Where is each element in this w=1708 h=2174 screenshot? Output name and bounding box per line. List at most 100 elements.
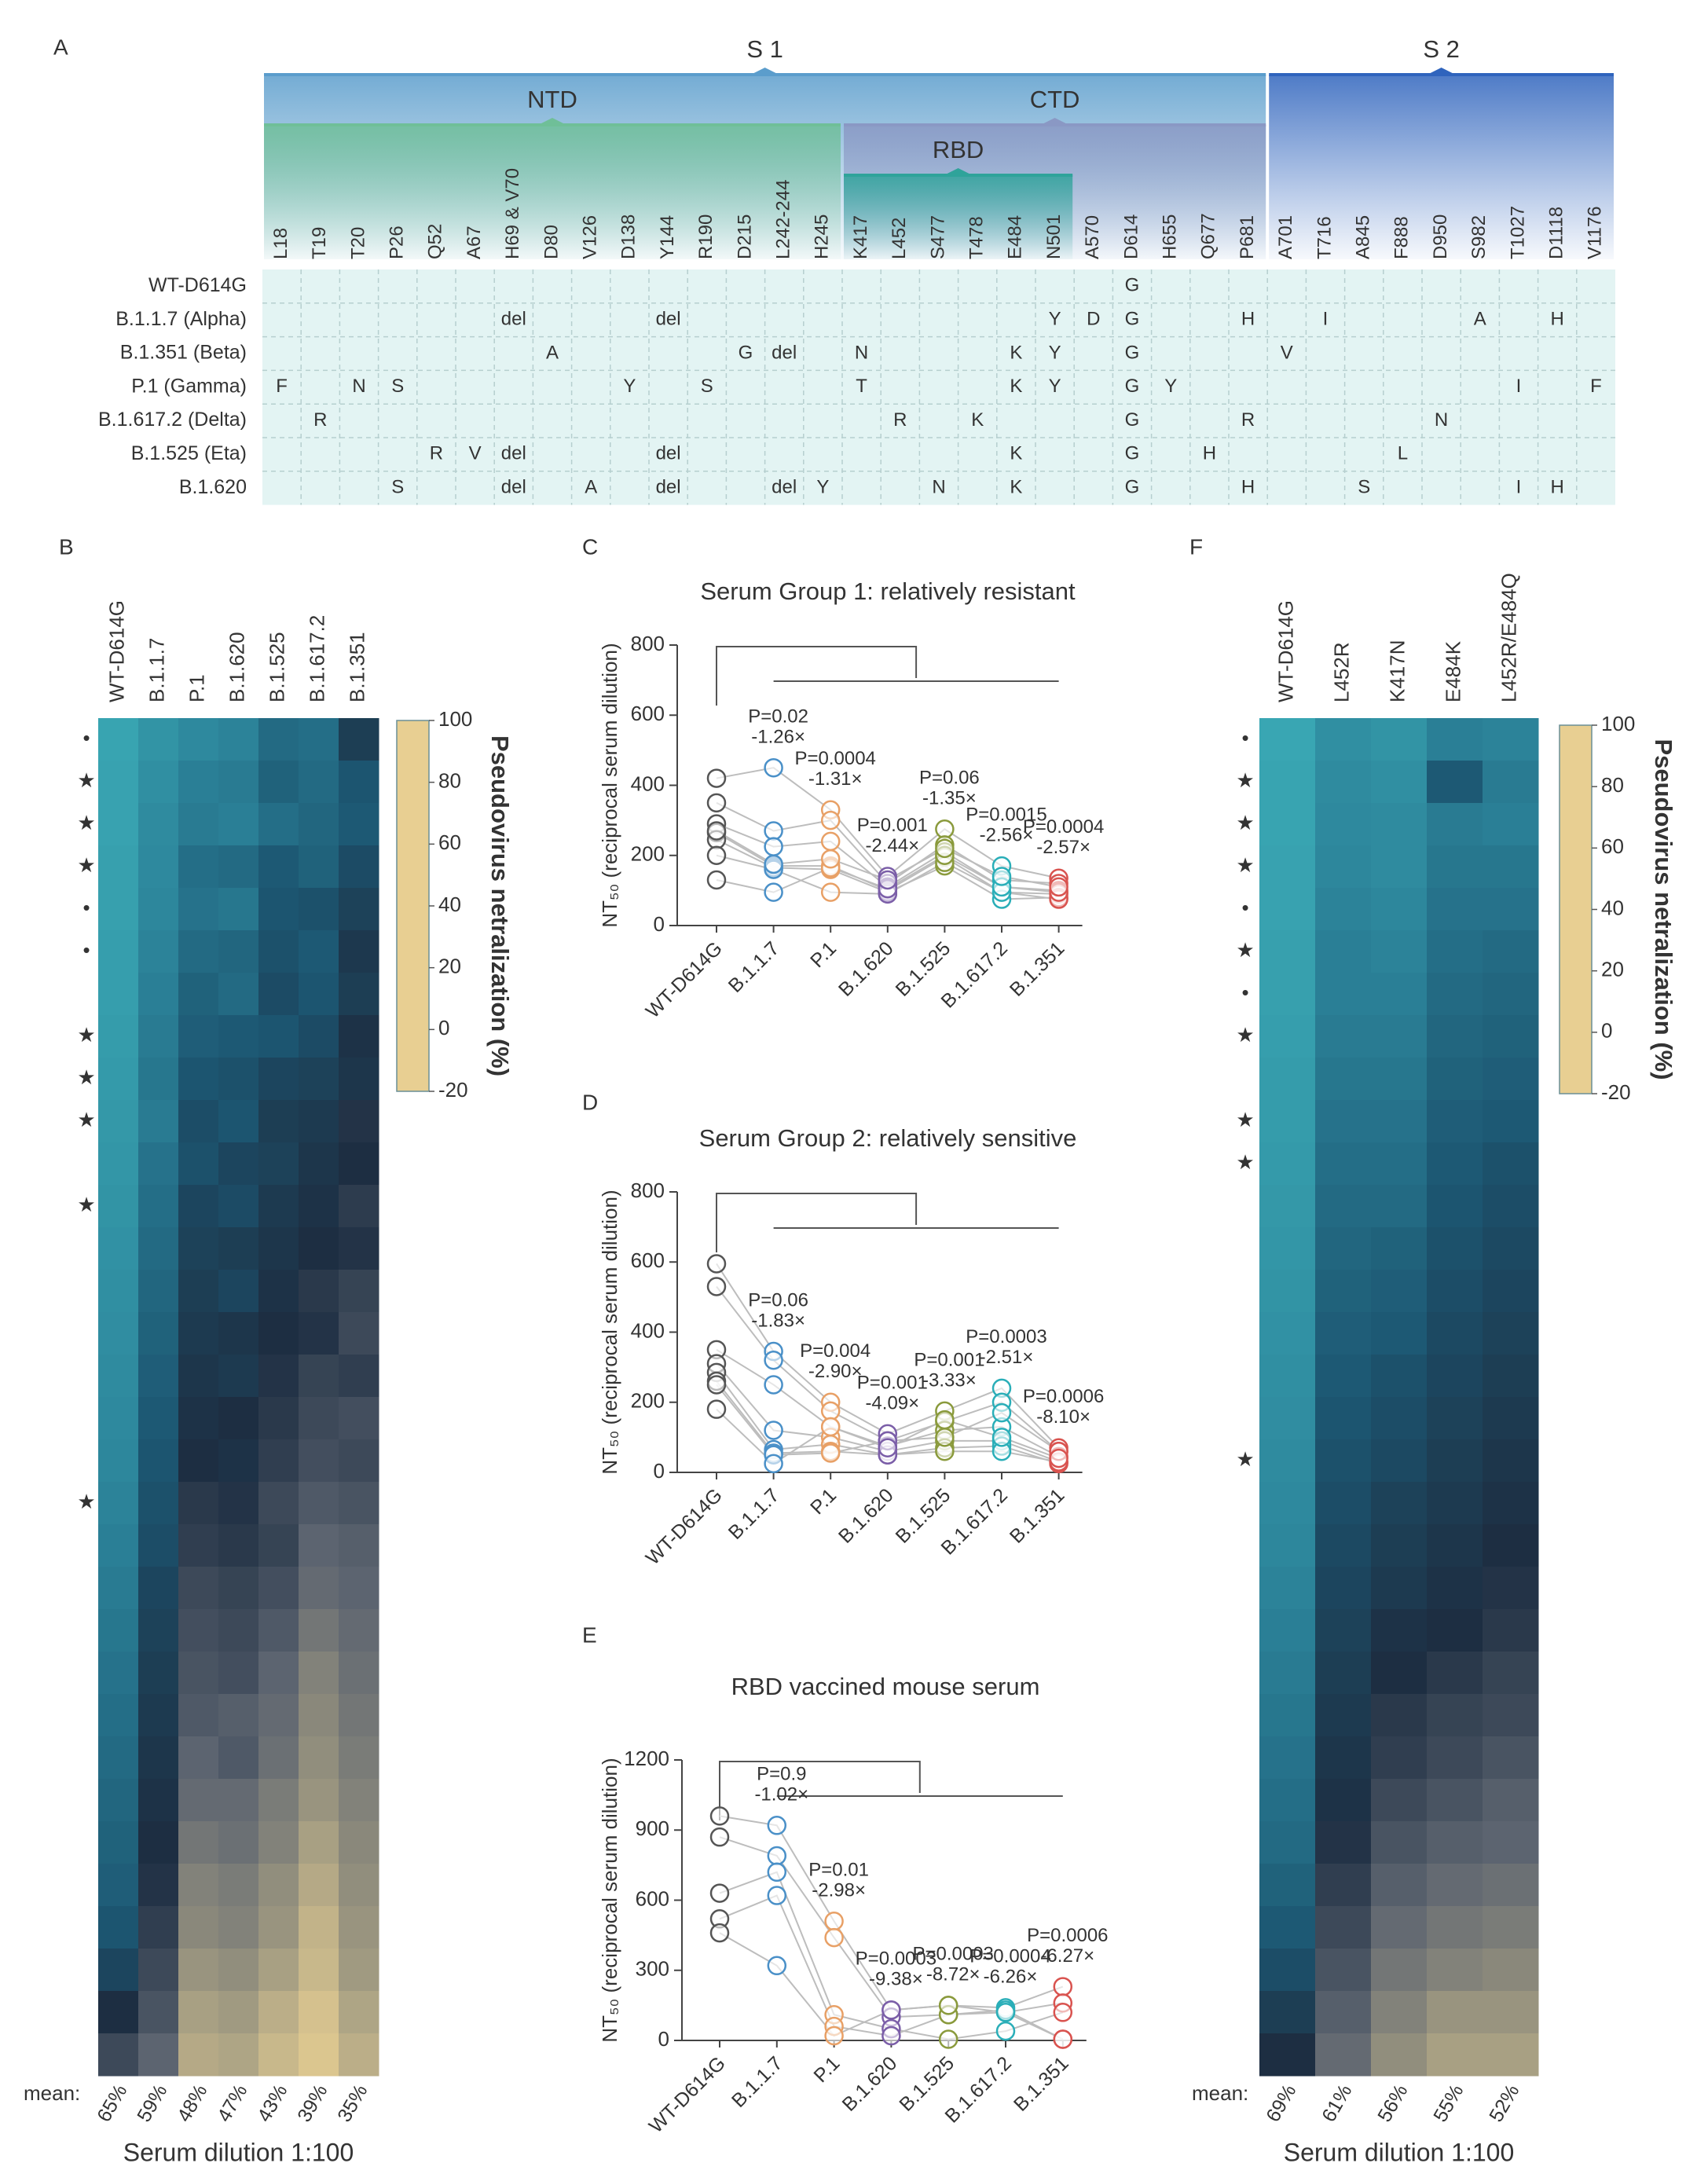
data-point [995, 2021, 1016, 2041]
heatmap-cell [138, 1906, 179, 1949]
bracket [716, 646, 918, 706]
row-marker: • [1241, 981, 1248, 1004]
heatmap-cell [339, 1058, 379, 1101]
data-point [706, 1277, 727, 1296]
data-point [881, 2000, 901, 2020]
y-tick-label: 200 [631, 1389, 665, 1413]
heatmap-cell [1315, 2033, 1372, 2077]
region-peak [1040, 118, 1069, 125]
heatmap-cell [218, 1567, 259, 1610]
heatmap-cell [138, 1439, 179, 1483]
heatmap-cell [1315, 1439, 1372, 1483]
heatmap-cell [299, 718, 339, 761]
heatmap-cell [1259, 1821, 1316, 1864]
heatmap-cell [218, 1270, 259, 1313]
mutation-cell: H [1241, 309, 1255, 330]
mutation-cell: N [855, 342, 868, 363]
y-tick-label: 0 [654, 1459, 665, 1483]
mutation-cell: G [1125, 409, 1140, 431]
heatmap-cell [1259, 1906, 1316, 1949]
heatmap-cell [258, 845, 299, 889]
heatmap-cell [1371, 1864, 1428, 1907]
fold-change-label: -3.33× [922, 1369, 977, 1391]
panel-label: F [1189, 534, 1203, 559]
heatmap-cell [1483, 1949, 1539, 1992]
heatmap-cell [1371, 1779, 1428, 1822]
data-point [709, 1883, 730, 1903]
heatmap-cell [258, 1736, 299, 1780]
data-point [1053, 2029, 1073, 2049]
heatmap-cell [258, 1821, 299, 1864]
heatmap-cell [1427, 973, 1483, 1016]
heatmap-cell [258, 1906, 299, 1949]
fold-change-label: -2.90× [808, 1361, 863, 1382]
heatmap-cell [258, 888, 299, 931]
colorbar-tick-label: -20 [1601, 1080, 1631, 1104]
heatmap-cell [258, 1142, 299, 1186]
heatmap-cell [1259, 1609, 1316, 1652]
colorbar-tick-label: 60 [1601, 834, 1624, 858]
mutation-cell: H [1551, 477, 1564, 498]
column-label: B.1.617.2 [305, 615, 328, 702]
bracket [716, 1193, 918, 1252]
row-marker: ★ [77, 1065, 95, 1089]
heatmap-cell [178, 1779, 219, 1822]
colorbar-tick-label: 20 [1601, 958, 1624, 981]
colorbar [1559, 724, 1593, 1094]
heatmap-cell [218, 930, 259, 973]
y-tick-label: 300 [636, 1957, 669, 1981]
chart-title: RBD vaccined mouse serum [731, 1673, 1040, 1700]
column-label: P681 [1237, 215, 1258, 259]
p-value-label: P=0.9 [757, 1764, 806, 1785]
colorbar-tick-label: 40 [438, 893, 461, 916]
heatmap-cell [1427, 1821, 1483, 1864]
column-label: T478 [966, 216, 988, 259]
heatmap-cell [98, 1100, 139, 1143]
mutation-cell: V [1281, 342, 1293, 363]
mutation-cell: L [1398, 443, 1408, 464]
column-label: D614 [1120, 214, 1142, 259]
p-value-label: P=0.0004 [969, 1946, 1050, 1967]
heatmap-cell [1483, 1652, 1539, 1695]
column-label: L242-244 [773, 180, 794, 259]
heatmap-cell [258, 1058, 299, 1101]
heatmap-cell [299, 2033, 339, 2077]
row-marker: ★ [1236, 811, 1254, 834]
heatmap-cell [1315, 1567, 1372, 1610]
heatmap-cell [1427, 1609, 1483, 1652]
heatmap-cell [138, 973, 179, 1016]
heatmap-cell [299, 1058, 339, 1101]
heatmap-cell [1315, 973, 1372, 1016]
heatmap-cell [98, 973, 139, 1016]
column-label: A701 [1275, 215, 1296, 259]
heatmap-cell [1483, 1355, 1539, 1398]
p-value-label: P=0.06 [919, 768, 980, 789]
heatmap-cell [178, 888, 219, 931]
heatmap-cell [258, 973, 299, 1016]
heatmap-cell [98, 1652, 139, 1695]
x-tick-label: B.1.1.7 [728, 2052, 787, 2112]
heatmap-cell [1315, 1524, 1372, 1567]
p-value-label: P=0.0004 [1023, 816, 1104, 838]
heatmap-cell [98, 1779, 139, 1822]
p-value-label: P=0.01 [808, 1860, 869, 1881]
heatmap-cell [218, 1609, 259, 1652]
heatmap-cell [299, 1227, 339, 1270]
mutation-cell: S [391, 477, 404, 498]
heatmap-cell [299, 1524, 339, 1567]
column-label: E484 [1005, 215, 1026, 259]
heatmap-cell [1371, 1270, 1428, 1313]
data-point [767, 1846, 787, 1866]
heatmap-cell [1427, 1906, 1483, 1949]
heatmap-cell [299, 1397, 339, 1440]
heatmap-cell [339, 973, 379, 1016]
column-label: S982 [1468, 215, 1490, 259]
heatmap-cell [138, 1185, 179, 1228]
data-point [991, 867, 1012, 886]
data-point [709, 1806, 730, 1826]
heatmap-cell [339, 845, 379, 889]
data-point [709, 1827, 730, 1847]
row-label: P.1 (Gamma) [131, 375, 247, 397]
heatmap-cell [1483, 930, 1539, 973]
mutation-cell: F [1590, 376, 1602, 397]
